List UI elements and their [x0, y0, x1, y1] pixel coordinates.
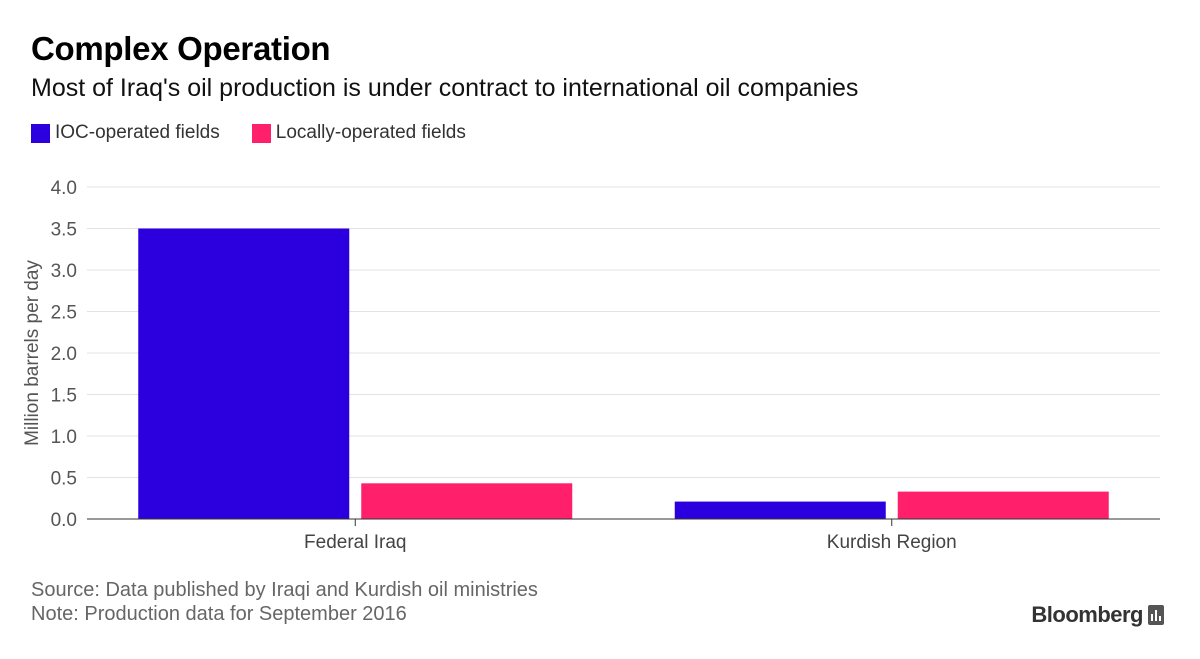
bloomberg-chart-icon: [1148, 605, 1164, 625]
x-tick-label: Federal Iraq: [304, 532, 406, 553]
y-axis-label: Million barrels per day: [22, 260, 43, 446]
brand-logo: Bloomberg: [1031, 602, 1164, 628]
y-tick-label: 3.0: [51, 261, 77, 282]
y-tick-label: 0.0: [51, 510, 77, 531]
y-tick-label: 3.5: [51, 220, 77, 241]
bar-ioc-federal-iraq: [138, 228, 350, 519]
x-tick-label: Kurdish Region: [827, 532, 957, 553]
bar-ioc-kurdish-region: [674, 501, 886, 519]
y-tick-label: 2.0: [51, 344, 77, 365]
legend: IOC-operated fields Locally-operated fie…: [31, 122, 498, 144]
legend-swatch-ioc: [31, 123, 50, 143]
legend-swatch-local: [251, 123, 271, 143]
y-tick-label: 4.0: [51, 178, 77, 199]
chart-subtitle: Most of Iraq's oil production is under c…: [31, 74, 859, 102]
source-note: Source: Data published by Iraqi and Kurd…: [31, 579, 538, 601]
y-tick-label: 1.0: [51, 427, 77, 448]
legend-label-local: Locally-operated fields: [275, 122, 466, 143]
bar-local-kurdish-region: [897, 491, 1109, 519]
legend-label-ioc: IOC-operated fields: [55, 122, 220, 143]
y-tick-label: 0.5: [51, 469, 77, 490]
data-note: Note: Production data for September 2016: [31, 603, 407, 625]
legend-item-local: Locally-operated fields: [251, 122, 466, 144]
brand-name: Bloomberg: [1031, 602, 1143, 627]
chart-title: Complex Operation: [31, 30, 331, 67]
legend-item-ioc: IOC-operated fields: [31, 122, 220, 144]
y-tick-label: 1.5: [51, 386, 77, 407]
y-tick-label: 2.5: [51, 303, 77, 324]
bar-local-federal-iraq: [361, 483, 573, 519]
